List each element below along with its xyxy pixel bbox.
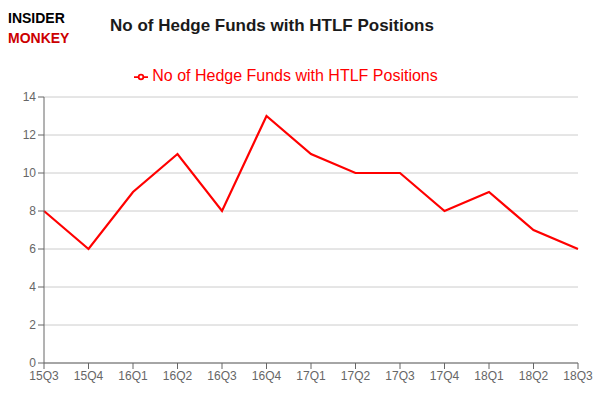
svg-text:2: 2 [29, 318, 36, 332]
svg-text:8: 8 [29, 204, 36, 218]
svg-text:18Q3: 18Q3 [563, 369, 593, 383]
svg-text:16Q4: 16Q4 [252, 369, 282, 383]
svg-text:12: 12 [23, 128, 37, 142]
svg-text:16Q2: 16Q2 [163, 369, 193, 383]
svg-text:16Q3: 16Q3 [207, 369, 237, 383]
html-text:INSIDER: INSIDER [8, 10, 65, 26]
svg-text:16Q1: 16Q1 [118, 369, 148, 383]
svg-text:0: 0 [29, 356, 36, 370]
svg-text:15Q4: 15Q4 [74, 369, 104, 383]
svg-text:17Q1: 17Q1 [296, 369, 326, 383]
html-text:No of Hedge Funds with HTLF Po: No of Hedge Funds with HTLF Positions [110, 16, 434, 35]
svg-text:18Q1: 18Q1 [474, 369, 504, 383]
svg-text:14: 14 [23, 90, 37, 104]
html-text:No of Hedge Funds with HTLF Po: No of Hedge Funds with HTLF Positions [152, 67, 438, 84]
svg-text:18Q2: 18Q2 [519, 369, 549, 383]
svg-text:4: 4 [29, 280, 36, 294]
svg-text:10: 10 [23, 166, 37, 180]
svg-text:17Q3: 17Q3 [385, 369, 415, 383]
html-text:MONKEY: MONKEY [8, 30, 70, 46]
svg-text:17Q2: 17Q2 [341, 369, 371, 383]
svg-text:15Q3: 15Q3 [29, 369, 59, 383]
svg-text:17Q4: 17Q4 [430, 369, 460, 383]
svg-text:6: 6 [29, 242, 36, 256]
